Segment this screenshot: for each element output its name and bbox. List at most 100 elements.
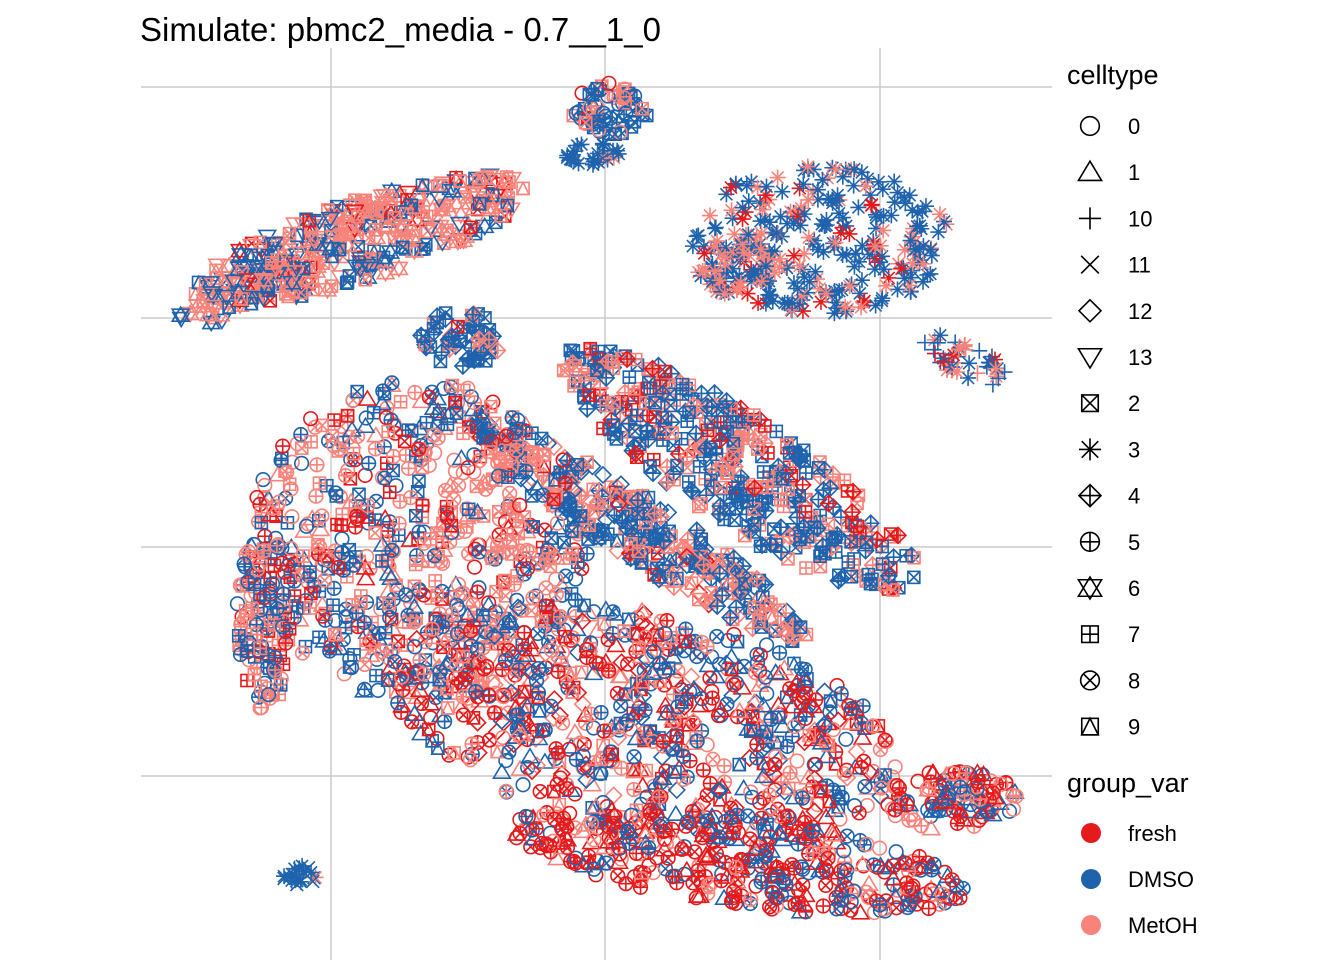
- data-point: [452, 173, 468, 188]
- data-point: [811, 461, 826, 475]
- data-point: [593, 704, 609, 721]
- data-point: [264, 236, 285, 254]
- data-point: [791, 257, 808, 274]
- data-point: [818, 217, 835, 234]
- legend-label-celltype: 9: [1128, 715, 1140, 740]
- data-point: [200, 276, 221, 293]
- data-point: [390, 695, 406, 711]
- legend-key-cross-icon: [1080, 255, 1100, 274]
- data-point: [653, 384, 672, 403]
- data-point: [419, 237, 433, 252]
- data-point: [404, 197, 419, 213]
- data-point: [621, 835, 638, 852]
- data-point: [485, 394, 501, 410]
- data-point: [643, 464, 663, 483]
- data-point: [628, 845, 644, 861]
- data-point: [605, 142, 622, 159]
- data-point: [752, 241, 769, 258]
- data-point: [851, 253, 868, 270]
- data-point: [256, 543, 272, 559]
- data-point: [620, 713, 636, 729]
- data-point: [704, 473, 718, 488]
- legend-key-triangle-down-icon: [1077, 347, 1103, 370]
- data-point: [853, 299, 870, 316]
- data-point: [372, 189, 392, 206]
- legend-label-celltype: 8: [1128, 668, 1140, 693]
- legend-key-square-plus-icon: [1080, 625, 1100, 644]
- data-point: [658, 472, 677, 491]
- data-point: [598, 108, 614, 124]
- data-point: [758, 258, 775, 275]
- data-point: [930, 224, 947, 241]
- data-point: [269, 601, 285, 617]
- data-point: [796, 206, 813, 223]
- data-point: [774, 183, 791, 200]
- legend-label-celltype: 2: [1128, 391, 1140, 416]
- data-point: [350, 250, 370, 267]
- data-point: [385, 448, 402, 465]
- data-point: [221, 299, 237, 314]
- data-point: [889, 281, 906, 298]
- data-point: [380, 242, 401, 262]
- data-point: [285, 265, 306, 282]
- data-point: [841, 225, 858, 242]
- data-point: [756, 465, 771, 479]
- legend-label-celltype: 11: [1128, 253, 1151, 278]
- data-point: [935, 354, 952, 371]
- data-point: [579, 649, 595, 666]
- data-point: [682, 667, 701, 686]
- data-point: [468, 683, 484, 700]
- data-point: [356, 569, 376, 586]
- data-point: [393, 395, 408, 409]
- data-point: [236, 556, 252, 572]
- data-point: [375, 263, 396, 283]
- data-point: [294, 857, 311, 874]
- legend-key-dot-icon: [1081, 915, 1101, 935]
- data-point: [837, 298, 854, 315]
- data-point: [391, 220, 412, 241]
- data-point: [463, 305, 483, 324]
- data-point: [469, 330, 489, 349]
- data-point: [926, 345, 943, 362]
- data-point: [610, 868, 626, 884]
- data-point: [276, 868, 293, 885]
- data-point: [779, 215, 796, 232]
- data-point: [460, 380, 476, 396]
- data-point: [407, 639, 423, 655]
- data-point: [346, 259, 367, 277]
- data-point: [875, 261, 892, 278]
- data-point: [370, 206, 384, 221]
- data-point: [772, 250, 789, 267]
- legend-key-circle-icon: [1079, 115, 1101, 137]
- data-point: [515, 777, 531, 793]
- data-point: [382, 485, 397, 500]
- data-point: [350, 208, 366, 224]
- data-point: [393, 704, 409, 720]
- data-point: [554, 715, 571, 731]
- data-point: [264, 255, 280, 270]
- data-point: [690, 227, 707, 244]
- data-point: [550, 745, 566, 761]
- data-point: [655, 823, 672, 840]
- data-point: [800, 191, 817, 208]
- data-point: [753, 874, 769, 890]
- legend-label-celltype: 3: [1128, 437, 1140, 462]
- data-point: [395, 240, 410, 255]
- legend-label-celltype: 12: [1128, 299, 1152, 324]
- legend-label-group: DMSO: [1128, 867, 1194, 892]
- data-point: [773, 492, 788, 507]
- data-point: [754, 201, 771, 218]
- data-point: [929, 334, 946, 351]
- data-point: [361, 455, 377, 471]
- data-point: [853, 164, 870, 181]
- data-point: [749, 750, 765, 766]
- data-point: [709, 233, 726, 250]
- data-point: [632, 879, 649, 895]
- data-point: [282, 226, 297, 241]
- legend-title-group_var: group_var: [1067, 768, 1189, 798]
- data-point: [670, 458, 684, 473]
- data-point: [583, 706, 600, 722]
- data-point: [931, 206, 948, 223]
- data-point: [429, 191, 449, 208]
- data-point: [731, 474, 745, 489]
